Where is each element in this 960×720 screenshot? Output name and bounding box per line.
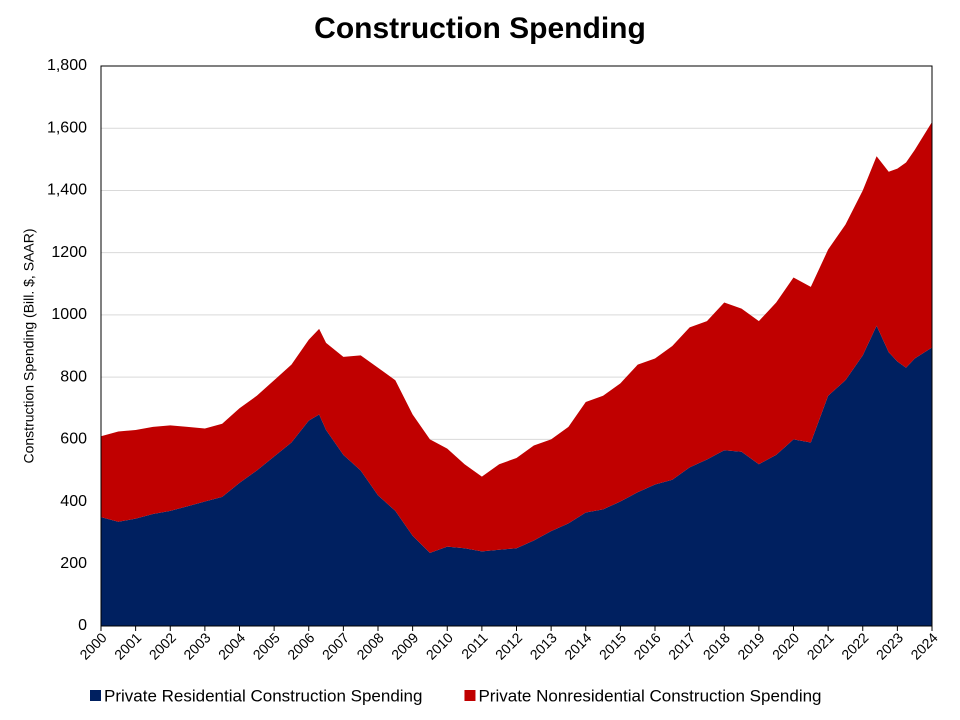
legend-swatch [464,690,476,701]
x-tick-label: 2007 [319,629,352,662]
x-tick-label: 2006 [284,629,317,662]
y-tick-label: 1000 [51,306,87,323]
x-tick-label: 2001 [111,629,144,662]
x-tick-label: 2014 [561,629,594,662]
legend-label: Private Residential Construction Spendin… [104,686,422,705]
x-tick-label: 2016 [630,629,663,662]
legend-swatch [90,690,101,701]
x-tick-label: 2015 [596,629,629,662]
x-tick-label: 2010 [423,629,456,662]
y-tick-label: 800 [60,368,87,385]
x-tick-label: 2023 [873,629,906,662]
x-tick-label: 2022 [838,629,871,662]
legend-label: Private Nonresidential Construction Spen… [478,686,821,705]
x-tick-label: 2003 [180,629,213,662]
x-tick-label: 2011 [458,629,491,662]
x-tick-label: 2024 [907,629,940,662]
x-tick-label: 2004 [215,629,248,662]
area [101,122,932,553]
y-axis-label: Construction Spending (Bill. $, SAAR) [21,229,37,464]
x-tick-label: 2013 [527,629,560,662]
y-tick-label: 600 [60,431,87,448]
y-tick-label: 200 [60,555,87,572]
x-tick-label: 2009 [388,629,421,662]
area [101,325,932,626]
x-tick-label: 2005 [250,629,283,662]
y-tick-label: 1200 [51,244,87,261]
x-tick-label: 2018 [700,629,733,662]
x-tick-label: 2008 [353,629,386,662]
x-tick-label: 2019 [734,629,767,662]
y-tick-label: 400 [60,493,87,510]
x-tick-label: 2021 [804,629,837,662]
y-tick-label: 0 [78,617,87,634]
x-tick-label: 2002 [146,629,179,662]
chart-title: Construction Spending [314,12,646,45]
x-tick-label: 2020 [769,629,802,662]
x-tick-label: 2012 [492,629,525,662]
x-tick-label: 2000 [76,629,109,662]
y-tick-label: 1,800 [47,57,87,74]
y-tick-label: 1,400 [47,182,87,199]
x-tick-label: 2017 [665,629,698,662]
y-tick-label: 1,600 [47,119,87,136]
